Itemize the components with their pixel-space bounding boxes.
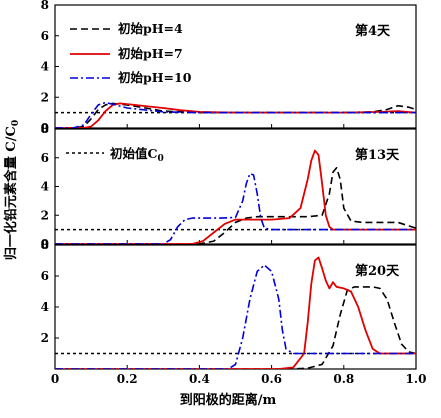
legend: 初始pH=4 初始pH=7 初始pH=10 (70, 21, 192, 85)
x-tick-label: 0 (51, 372, 59, 386)
reference-legend-label: 初始值C0 (110, 146, 164, 164)
series-line-ph10 (55, 101, 416, 128)
x-tick-label: 1.0 (406, 372, 427, 386)
series-line-ph7 (55, 102, 416, 128)
y-axis-title-main: 归一化铅元素含量 C/C (3, 126, 19, 260)
y-tick-label: 2 (41, 208, 49, 222)
panel-day-label: 第4天 (355, 23, 391, 39)
plot-area (55, 149, 416, 244)
reference-legend-subscript: 0 (157, 154, 163, 164)
series-line-ph4 (55, 286, 416, 369)
y-tick-label: 4 (41, 60, 49, 74)
plot-area (55, 101, 416, 128)
series-line-ph4 (55, 167, 416, 244)
legend-label-ph10: 初始pH=10 (118, 70, 192, 85)
panel-day-label: 第20天 (355, 263, 400, 279)
y-tick-label: 8 (41, 238, 49, 252)
x-axis-title: 到阳极的距离/m (180, 392, 277, 408)
y-tick-label: 4 (41, 180, 49, 194)
x-tick-label: 0.6 (261, 372, 282, 386)
plot-area (55, 256, 416, 369)
y-tick-label: 6 (41, 29, 49, 43)
y-tick-label: 8 (41, 122, 49, 136)
y-tick-label: 2 (41, 331, 49, 345)
y-tick-label: 0 (41, 237, 49, 251)
panel-1: 0 2 4 6 8 第4天 初始pH=4 初始pH=7 初始pH=10 (41, 0, 417, 135)
series-line-ph4 (55, 102, 416, 128)
panels-layer: 0 2 4 6 8 第4天 初始pH=4 初始pH=7 初始pH=10 0 2 4 6 8 第13天 初始值C… (41, 0, 417, 370)
y-tick-label: 4 (41, 300, 49, 314)
reference-legend: 初始值C0 (66, 146, 164, 164)
panel-3: 2 4 6 8 第20天 (41, 238, 417, 370)
y-tick-label: 6 (41, 151, 49, 165)
series-line-ph7 (55, 149, 416, 244)
x-tick-label: 0.8 (333, 372, 354, 386)
panel-2: 0 2 4 6 8 第13天 初始值C0 (41, 122, 417, 251)
legend-label-ph4: 初始pH=4 (118, 21, 183, 36)
y-axis-title: 归一化铅元素含量 C/C0 (3, 120, 21, 260)
panel-day-label: 第13天 (355, 147, 400, 163)
series-line-ph10 (55, 264, 416, 369)
y-tick-label: 0 (41, 121, 49, 135)
series-line-ph10 (55, 172, 416, 244)
y-tick-label: 6 (41, 269, 49, 283)
y-tick-label: 8 (41, 0, 49, 12)
x-tick-label: 0.2 (117, 372, 138, 386)
x-axis: 0 0.2 0.4 0.6 0.8 1.0 (51, 372, 427, 386)
legend-label-ph7: 初始pH=7 (118, 46, 183, 61)
y-axis-title-subscript: 0 (11, 120, 21, 126)
x-tick-label: 0.4 (189, 372, 210, 386)
y-tick-label: 2 (41, 90, 49, 104)
series-line-ph7 (55, 256, 416, 369)
